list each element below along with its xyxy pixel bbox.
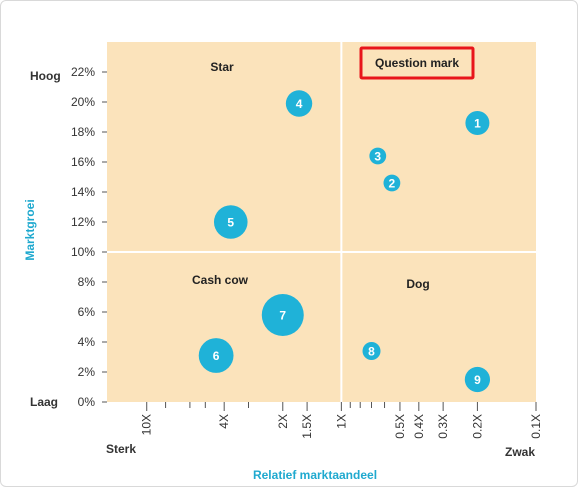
y-tick-label: 0%: [78, 395, 96, 409]
y-axis-high-label: Hoog: [30, 69, 61, 83]
quadrant-label-question-mark: Question mark: [375, 56, 459, 70]
bubble-4: [285, 90, 313, 117]
bubble-1: [465, 111, 490, 135]
x-tick-label: 0.2X: [470, 414, 484, 439]
bubble-label-9: 9: [474, 373, 481, 387]
bubble-3: [369, 147, 387, 165]
quadrant-label-cash-cow: Cash cow: [192, 273, 249, 287]
x-tick-label: 0.1X: [529, 414, 543, 439]
y-axis-title: Marktgroei: [23, 199, 37, 260]
x-tick-label: 0.4X: [412, 414, 426, 439]
y-tick-label: 16%: [71, 155, 95, 169]
y-axis-low-label: Laag: [30, 395, 58, 409]
quadrant-label-star: Star: [210, 60, 234, 74]
y-tick-label: 2%: [78, 365, 96, 379]
bubble-label-2: 2: [389, 177, 396, 191]
bubble-label-4: 4: [296, 97, 303, 111]
plot-background: [107, 42, 536, 402]
y-tick-label: 4%: [78, 335, 96, 349]
bubble-label-8: 8: [368, 345, 375, 359]
bubble-2: [383, 174, 401, 192]
x-axis-strong-label: Sterk: [106, 442, 136, 456]
x-tick-label: 1X: [334, 414, 348, 429]
y-tick-label: 6%: [78, 305, 96, 319]
quadrant-label-dog: Dog: [406, 277, 429, 291]
quadrant-dividers: [107, 42, 536, 402]
x-tick-label: 0.5X: [393, 414, 407, 439]
x-tick-label: 1.5X: [300, 414, 314, 439]
x-tick-label: 2X: [276, 414, 290, 429]
bubble-9: [464, 366, 491, 393]
bubble-8: [362, 342, 381, 360]
x-tick-label: 4X: [217, 414, 231, 429]
bubble-7: [261, 294, 304, 336]
x-tick-label: 10X: [140, 414, 154, 435]
x-tick-label: 0.3X: [436, 414, 450, 439]
y-tick-label: 20%: [71, 95, 95, 109]
y-tick-label: 14%: [71, 185, 95, 199]
bubble-label-5: 5: [227, 216, 234, 230]
x-axis-ticks: 10X 4X 2X 1.5X 1X 0.5X 0.4X 0.3X 0.2X 0.1X: [140, 402, 543, 439]
question-mark-highlight: [359, 46, 475, 80]
y-axis-ticks: 0% 2% 4% 6% 8% 10% 12% 14% 16% 18% 20% 22%: [71, 65, 107, 409]
x-axis-weak-label: Zwak: [505, 445, 535, 459]
bubble-5: [213, 205, 248, 239]
y-tick-label: 18%: [71, 125, 95, 139]
x-axis-title: Relatief marktaandeel: [253, 468, 377, 482]
bubble-6: [198, 338, 234, 373]
y-tick-label: 10%: [71, 245, 95, 259]
bubble-label-7: 7: [279, 309, 286, 323]
y-tick-label: 8%: [78, 275, 96, 289]
y-tick-label: 22%: [71, 65, 95, 79]
y-tick-label: 12%: [71, 215, 95, 229]
bubble-label-1: 1: [474, 117, 481, 131]
bubble-label-6: 6: [213, 349, 220, 363]
bubble-label-3: 3: [374, 150, 381, 164]
